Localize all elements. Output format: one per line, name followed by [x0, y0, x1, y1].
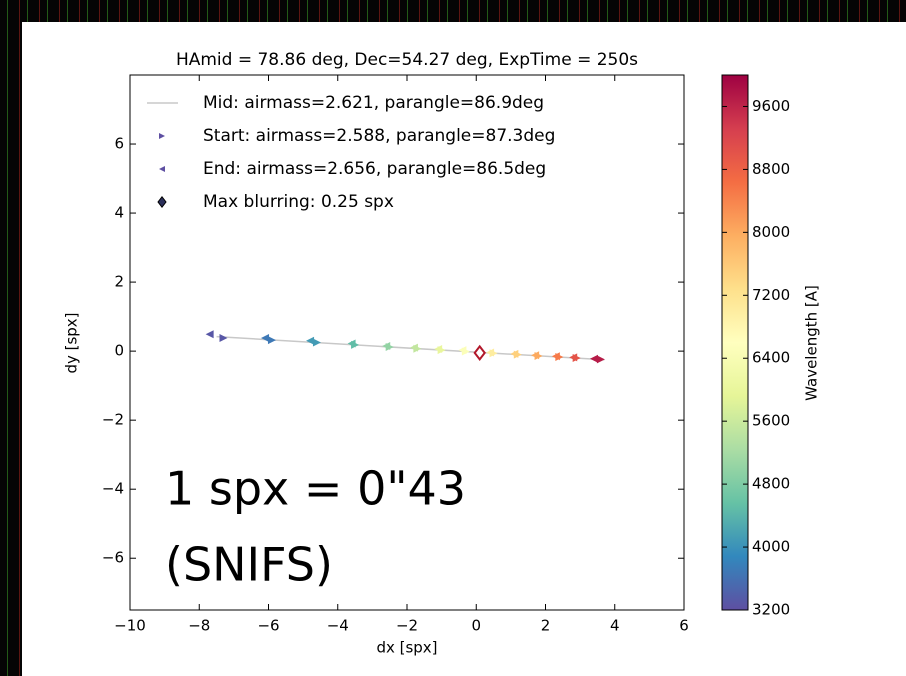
- triangle-left-marker: [409, 343, 418, 352]
- triangle-left-marker: [589, 354, 598, 363]
- x-tick-label: 0: [471, 617, 481, 635]
- colorbar-tick-label: 8000: [752, 223, 790, 241]
- x-tick-label: 2: [541, 617, 551, 635]
- y-tick-label: −4: [102, 480, 124, 498]
- x-tick-label: −2: [396, 617, 418, 635]
- triangle-left-marker: [458, 346, 467, 355]
- y-axis-label: dy [spx]: [63, 312, 81, 373]
- x-tick-label: −10: [114, 617, 146, 635]
- colorbar-tick-label: 7200: [752, 286, 790, 304]
- legend-swatch: [157, 195, 167, 209]
- triangle-left-marker: [306, 336, 315, 345]
- max-blur-marker: [473, 344, 486, 361]
- colorbar-tick-label: 4000: [752, 538, 790, 556]
- annotation: (SNIFS): [165, 538, 333, 592]
- x-axis-label: dx [spx]: [376, 639, 437, 657]
- legend-label: Start: airmass=2.588, parangle=87.3deg: [203, 126, 555, 146]
- x-tick-label: 6: [679, 617, 689, 635]
- legend-label: End: airmass=2.656, parangle=86.5deg: [203, 159, 546, 179]
- triangle-left-marker: [347, 339, 356, 348]
- legend-label: Mid: airmass=2.621, parangle=86.9deg: [203, 93, 544, 113]
- triangle-right-marker: [312, 338, 321, 347]
- triangle-left-marker: [531, 351, 540, 360]
- colorbar-tick-label: 4800: [752, 475, 790, 493]
- y-tick-label: 6: [114, 135, 124, 153]
- x-tick-label: −6: [257, 617, 279, 635]
- colorbar-tick-label: 5600: [752, 412, 790, 430]
- legend-swatch: [159, 133, 165, 139]
- y-tick-label: 2: [114, 273, 124, 291]
- colorbar-tick-label: 6400: [752, 349, 790, 367]
- triangle-left-marker: [510, 349, 519, 358]
- x-tick-label: 4: [610, 617, 620, 635]
- triangle-left-marker: [551, 352, 560, 361]
- y-tick-label: 4: [114, 204, 124, 222]
- triangle-right-marker: [267, 336, 276, 345]
- y-tick-label: −6: [102, 549, 124, 567]
- x-tick-label: −8: [188, 617, 210, 635]
- legend-label: Max blurring: 0.25 spx: [203, 192, 394, 212]
- y-tick-label: −2: [102, 411, 124, 429]
- colorbar-tick-label: 9600: [752, 97, 790, 115]
- colorbar: [721, 74, 749, 611]
- annotation: 1 spx = 0"43: [165, 462, 466, 516]
- triangle-left-marker: [434, 345, 443, 354]
- colorbar-tick-label: 8800: [752, 160, 790, 178]
- y-tick-label: 0: [114, 342, 124, 360]
- legend-swatch: [159, 166, 165, 172]
- chart-title: HAmid = 78.86 deg, Dec=54.27 deg, ExpTim…: [176, 50, 638, 70]
- x-tick-label: −4: [327, 617, 349, 635]
- colorbar-label: Wavelength [A]: [803, 285, 821, 401]
- triangle-left-marker: [205, 330, 214, 339]
- triangle-right-marker: [596, 355, 605, 364]
- colorbar-tick-label: 3200: [752, 601, 790, 619]
- triangle-left-marker: [569, 353, 578, 362]
- triangle-left-marker: [486, 348, 495, 357]
- triangle-right-marker: [219, 334, 228, 343]
- triangle-left-marker: [261, 334, 270, 343]
- triangle-left-marker: [382, 341, 391, 350]
